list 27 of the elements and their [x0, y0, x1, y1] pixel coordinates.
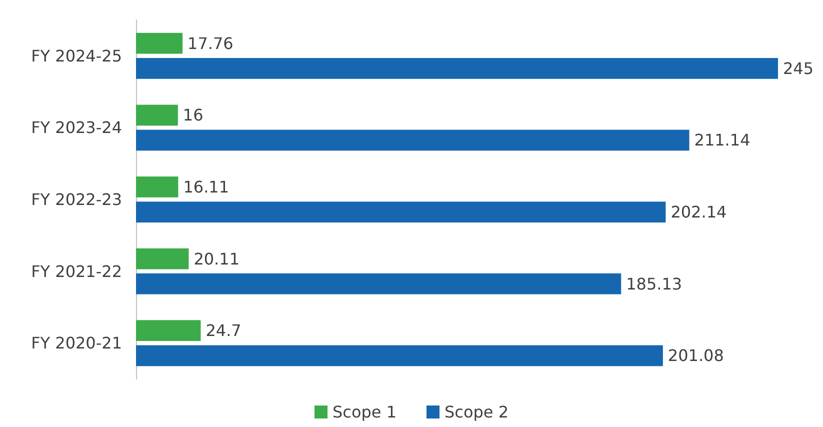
data-label: 245: [783, 58, 814, 78]
bar: [136, 104, 178, 126]
bar: [136, 202, 666, 222]
data-label: 16.11: [183, 177, 230, 196]
bar: [136, 320, 201, 342]
data-label: 20.11: [194, 249, 240, 268]
bar: [136, 176, 178, 198]
y-tick-label: FY 2022-23: [31, 190, 122, 209]
y-tick-label: FY 2024-25: [31, 46, 122, 66]
data-label: 185.13: [626, 274, 682, 294]
bar: [136, 273, 622, 294]
y-tick-label: FY 2020-21: [31, 334, 122, 353]
bar: [136, 58, 778, 79]
bar: [136, 130, 690, 151]
legend-label: Scope 1: [332, 402, 397, 422]
y-tick-label: FY 2023-24: [31, 118, 122, 138]
data-label: 16: [182, 106, 204, 125]
data-label: 202.14: [670, 202, 727, 222]
data-label: 201.08: [668, 346, 724, 366]
bar: [136, 32, 183, 54]
data-label: 211.14: [694, 130, 750, 150]
bar: [136, 345, 663, 366]
y-tick-label: FY 2021-22: [31, 262, 122, 281]
data-label: 24.7: [206, 321, 242, 340]
legend-label: Scope 2: [444, 402, 509, 422]
data-label: 17.76: [188, 34, 234, 53]
bar: [136, 248, 189, 270]
